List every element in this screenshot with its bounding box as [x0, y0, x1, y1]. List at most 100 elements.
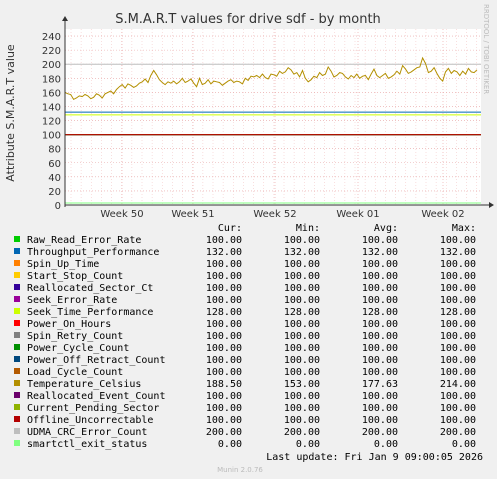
legend-value-max: 100.00 — [440, 283, 476, 294]
legend-value-cur: 100.00 — [206, 391, 242, 402]
legend-value-max: 128.00 — [440, 307, 476, 318]
legend-value-max: 100.00 — [440, 367, 476, 378]
legend-swatch — [14, 416, 20, 422]
legend-value-avg: 132.00 — [362, 247, 398, 258]
legend-value-min: 100.00 — [284, 403, 320, 414]
legend-header: Min: — [296, 223, 320, 234]
legend-value-min: 100.00 — [284, 355, 320, 366]
legend-swatch — [14, 308, 20, 314]
legend-value-cur: 100.00 — [206, 415, 242, 426]
legend-value-min: 100.00 — [284, 415, 320, 426]
x-axis-arrow — [489, 202, 494, 208]
legend-value-min: 100.00 — [284, 295, 320, 306]
legend-swatch — [14, 440, 20, 446]
legend-value-cur: 100.00 — [206, 259, 242, 270]
legend-value-cur: 188.50 — [206, 379, 242, 390]
legend-value-avg: 100.00 — [362, 367, 398, 378]
legend-value-cur: 200.00 — [206, 427, 242, 438]
series-lines — [64, 56, 481, 204]
legend-swatch — [14, 380, 20, 386]
legend-value-max: 100.00 — [440, 259, 476, 270]
legend-value-cur: 100.00 — [206, 235, 242, 246]
legend-header: Cur: — [218, 223, 242, 234]
legend-series-name: Seek_Time_Performance — [27, 307, 153, 318]
y-tick-label: 80 — [48, 145, 61, 156]
rrdtool-credit: RRDTOOL / TOBI OETIKER — [482, 4, 490, 94]
y-tick-label: 60 — [48, 159, 61, 170]
legend-value-avg: 100.00 — [362, 259, 398, 270]
legend-header: Max: — [452, 223, 476, 234]
y-tick-label: 240 — [42, 32, 61, 43]
legend-value-min: 100.00 — [284, 331, 320, 342]
legend-series-name: Temperature_Celsius — [27, 379, 141, 390]
legend-series-name: Current_Pending_Sector — [27, 403, 159, 414]
legend: Cur: Min: Avg: Max: Raw_Read_Error_Rate 100.0… — [14, 223, 476, 450]
legend-value-max: 100.00 — [440, 415, 476, 426]
legend-series-name: UDMA_CRC_Error_Count — [27, 427, 147, 438]
legend-value-cur: 100.00 — [206, 295, 242, 306]
legend-value-min: 200.00 — [284, 427, 320, 438]
legend-value-avg: 200.00 — [362, 427, 398, 438]
legend-value-cur: 128.00 — [206, 307, 242, 318]
legend-series-name: Power_Off_Retract_Count — [27, 355, 165, 366]
x-tick-label: Week 02 — [421, 209, 464, 220]
series-line-temperature_celsius — [64, 56, 478, 101]
legend-value-max: 0.00 — [452, 439, 476, 450]
legend-value-min: 132.00 — [284, 247, 320, 258]
legend-value-max: 100.00 — [440, 295, 476, 306]
legend-swatch — [14, 356, 20, 362]
legend-swatch — [14, 320, 20, 326]
legend-value-cur: 0.00 — [218, 439, 242, 450]
legend-swatch — [14, 248, 20, 254]
legend-series-name: Seek_Error_Rate — [27, 295, 117, 306]
x-tick-label: Week 50 — [100, 209, 143, 220]
legend-value-min: 100.00 — [284, 271, 320, 282]
legend-value-cur: 100.00 — [206, 319, 242, 330]
legend-value-min: 0.00 — [296, 439, 320, 450]
munin-version: Munin 2.0.76 — [217, 466, 263, 474]
legend-series-name: Spin_Up_Time — [27, 259, 99, 270]
legend-value-avg: 128.00 — [362, 307, 398, 318]
legend-value-avg: 100.00 — [362, 331, 398, 342]
legend-value-cur: 132.00 — [206, 247, 242, 258]
legend-series-name: Power_Cycle_Count — [27, 343, 129, 354]
legend-swatch — [14, 404, 20, 410]
y-tick-label: 200 — [42, 60, 61, 71]
legend-value-min: 128.00 — [284, 307, 320, 318]
legend-value-cur: 100.00 — [206, 283, 242, 294]
legend-value-max: 100.00 — [440, 343, 476, 354]
legend-value-cur: 100.00 — [206, 331, 242, 342]
y-axis-arrow — [62, 16, 68, 21]
legend-series-name: Start_Stop_Count — [27, 271, 123, 282]
legend-series-name: Load_Cycle_Count — [27, 367, 123, 378]
y-tick-label: 160 — [42, 88, 61, 99]
legend-value-avg: 100.00 — [362, 355, 398, 366]
legend-swatch — [14, 368, 20, 374]
legend-swatch — [14, 260, 20, 266]
legend-value-avg: 100.00 — [362, 391, 398, 402]
y-tick-label: 120 — [42, 117, 61, 128]
legend-series-name: Spin_Retry_Count — [27, 331, 123, 342]
chart-title: S.M.A.R.T values for drive sdf - by mont… — [115, 12, 381, 27]
legend-value-min: 100.00 — [284, 235, 320, 246]
legend-value-max: 214.00 — [440, 379, 476, 390]
x-tick-label: Week 52 — [253, 209, 296, 220]
x-tick-label: Week 51 — [171, 209, 214, 220]
legend-swatch — [14, 392, 20, 398]
legend-series-name: Offline_Uncorrectable — [27, 415, 153, 426]
y-tick-label: 0 — [55, 201, 61, 212]
legend-series-name: smartctl_exit_status — [27, 439, 147, 450]
axes: 0 20 40 60 80 100 120 140 160 180 200 220 240 Week 50… — [42, 16, 494, 220]
legend-value-avg: 100.00 — [362, 271, 398, 282]
legend-value-min: 100.00 — [284, 391, 320, 402]
legend-value-cur: 100.00 — [206, 343, 242, 354]
y-tick-label: 180 — [42, 74, 61, 85]
grid — [65, 29, 481, 205]
legend-value-max: 132.00 — [440, 247, 476, 258]
legend-value-cur: 100.00 — [206, 403, 242, 414]
y-tick-label: 140 — [42, 102, 61, 113]
legend-series-name: Power_On_Hours — [27, 319, 111, 330]
legend-value-max: 100.00 — [440, 355, 476, 366]
